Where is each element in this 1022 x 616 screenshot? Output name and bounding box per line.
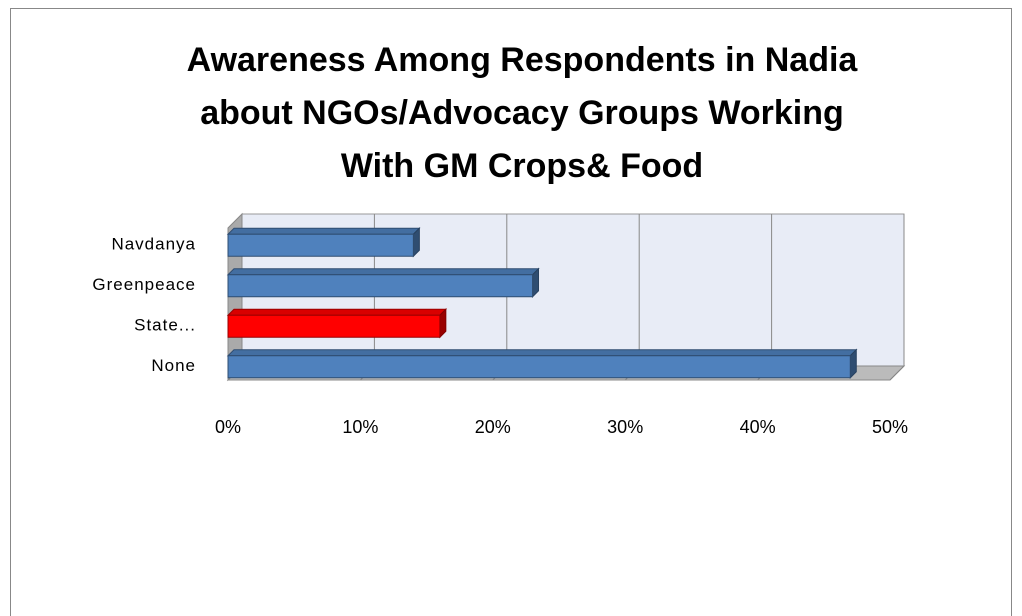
y-tick-label: Greenpeace [92,275,196,294]
x-tick-label: 10% [342,417,378,437]
y-tick-label: Navdanya [111,235,196,254]
y-tick-label: State... [134,316,196,335]
floor-grid-line [889,365,905,381]
bar-top [226,227,421,235]
bar [227,355,851,379]
bar-top [226,349,858,357]
x-tick-label: 30% [607,417,643,437]
x-tick-label: 20% [475,417,511,437]
chart-title: about NGOs/Advocacy Groups Working [200,94,844,132]
y-tick-label: None [151,356,196,375]
x-tick-label: 50% [872,417,908,437]
bar-top [226,268,540,276]
bar-top [226,308,448,316]
chart-title: Awareness Among Respondents in Nadia [187,41,859,79]
chart-title: With GM Crops& Food [341,147,703,185]
bar [227,274,534,298]
bar [227,314,441,338]
bar [227,233,414,257]
x-tick-label: 40% [740,417,776,437]
x-tick-label: 0% [215,417,241,437]
